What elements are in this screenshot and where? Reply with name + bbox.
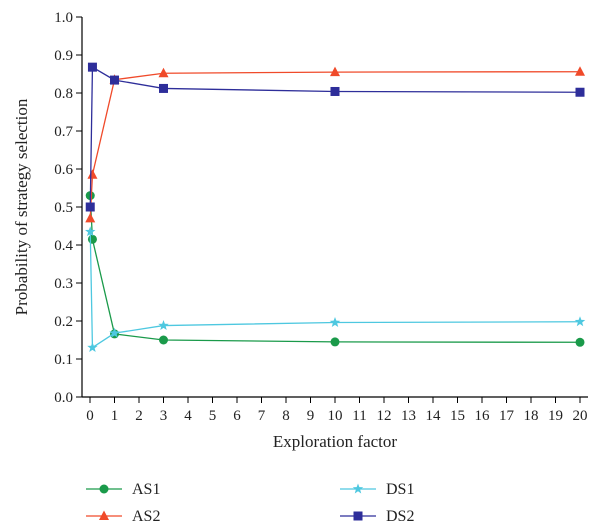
series-ds2 [85, 62, 585, 212]
y-tick-label: 0.5 [54, 200, 73, 216]
legend-marker [99, 510, 109, 520]
data-point-ds2 [87, 62, 97, 72]
x-tick-label: 5 [209, 408, 217, 424]
x-tick-label: 12 [377, 408, 392, 424]
series-as2 [85, 66, 585, 223]
x-tick-label: 13 [401, 408, 416, 424]
legend-item-as1: AS1 [86, 481, 160, 498]
legend-item-ds1: DS1 [340, 481, 414, 498]
y-tick-label: 1.0 [54, 10, 73, 26]
x-tick-label: 8 [282, 408, 290, 424]
x-tick-label: 7 [258, 408, 266, 424]
data-point-ds1 [87, 342, 98, 353]
y-tick-label: 0.2 [54, 314, 73, 330]
x-tick-label: 4 [184, 408, 192, 424]
legend-label: AS1 [132, 481, 160, 498]
x-tick-label: 0 [86, 408, 94, 424]
y-tick-label: 0.8 [54, 86, 73, 102]
x-tick-label: 2 [135, 408, 143, 424]
data-point-ds2 [330, 86, 340, 96]
y-tick-label: 0.6 [54, 162, 73, 178]
data-point-as2 [158, 67, 169, 78]
data-point-as1 [575, 337, 585, 347]
data-point-ds1 [329, 317, 341, 327]
x-axis-title: Exploration factor [273, 432, 397, 451]
legend-item-as2: AS2 [86, 508, 160, 525]
series-line-ds1 [89, 231, 581, 349]
y-axis: 0.0 0.1 0.2 0.3 0.4 0.5 0.6 0.7 0.8 0.9 1.0 [54, 10, 82, 406]
data-point-as2 [575, 66, 585, 76]
x-tick-label: 17 [499, 408, 515, 424]
y-tick-label: 0.4 [54, 238, 73, 254]
legend-label: DS1 [386, 481, 414, 498]
data-point-ds1 [574, 316, 586, 327]
y-tick-label: 0.9 [54, 48, 73, 64]
data-point-ds1 [85, 226, 96, 237]
x-tick-label: 16 [475, 408, 491, 424]
y-tick-label: 0.7 [54, 124, 73, 140]
y-tick-label: 0.0 [54, 390, 73, 406]
x-tick-label: 11 [352, 408, 366, 424]
x-tick-label: 9 [307, 408, 315, 424]
data-point-as1 [87, 234, 97, 244]
x-tick-label: 19 [548, 408, 563, 424]
x-tick-label: 20 [573, 408, 588, 424]
data-point-ds2 [159, 83, 168, 93]
legend-label: AS2 [132, 508, 160, 525]
data-point-ds1 [109, 327, 120, 338]
series-ds1 [85, 226, 586, 353]
legend-marker [353, 511, 363, 521]
y-tick-label: 0.1 [54, 352, 73, 368]
x-tick-label: 3 [160, 408, 168, 424]
y-tick-label: 0.3 [54, 276, 73, 292]
series-line-as2 [89, 71, 581, 219]
data-point-as2 [330, 66, 340, 77]
legend-marker [352, 483, 364, 494]
legend-label: DS2 [386, 508, 414, 525]
data-point-ds2 [575, 87, 585, 97]
series-layer [85, 62, 586, 353]
x-tick-label: 10 [328, 408, 343, 424]
data-point-as1 [330, 337, 340, 347]
x-tick-label: 14 [426, 408, 442, 424]
data-point-as2 [87, 169, 98, 179]
legend-item-ds2: DS2 [340, 508, 414, 525]
y-axis-title: Probability of strategy selection [12, 98, 31, 315]
x-tick-label: 6 [233, 408, 241, 424]
data-point-ds2 [85, 202, 95, 212]
x-tick-label: 1 [111, 408, 119, 424]
x-axis: 0 1 2 3 4 5 6 7 8 9 10 11 12 13 14 15 16 17 18 19 20 [86, 397, 588, 424]
series-line-ds2 [89, 66, 581, 208]
data-point-ds2 [110, 75, 119, 85]
x-tick-label: 15 [450, 408, 465, 424]
legend-marker [99, 484, 109, 494]
data-point-as1 [159, 335, 168, 345]
x-tick-label: 18 [524, 408, 539, 424]
data-point-as2 [85, 212, 96, 223]
data-point-ds1 [158, 320, 169, 331]
legend: AS1 AS2 DS1 DS2 [86, 481, 414, 525]
